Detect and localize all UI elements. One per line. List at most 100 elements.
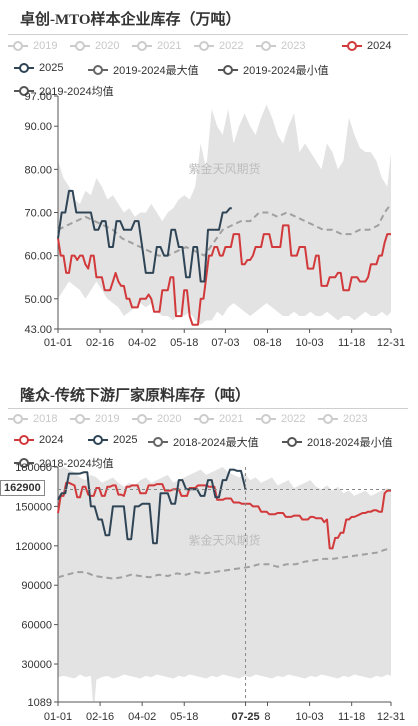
legend-swatch: [14, 86, 34, 96]
chart-mto-inventory: 紫金天风期货 97.00 90.00 80.00 70.00 60.00 50.00 43.0…: [24, 91, 405, 349]
legend-swatch: [282, 437, 302, 447]
y-tick-label: 30000: [21, 659, 52, 671]
legend-label: 2020: [157, 413, 182, 425]
x-tick-label: 10-03: [296, 337, 324, 349]
chart-downstream-inventory: 紫金天风期货 180000 150000 120000 90000 60000 30000 1…: [15, 462, 405, 723]
legend-swatch: [342, 41, 362, 51]
legend-swatch: [132, 41, 152, 51]
legend-item-2020[interactable]: 2020: [70, 40, 119, 52]
legend-swatch: [256, 41, 276, 51]
x-tick-label: 04-02: [128, 711, 156, 723]
legend-item-2022[interactable]: 2022: [256, 413, 305, 425]
legend-label: 2025: [113, 434, 138, 446]
legend-swatch: [132, 414, 152, 424]
legend-swatch: [256, 414, 276, 424]
chart-title: 隆众-传统下游厂家原料库存（吨）: [20, 388, 250, 404]
series-line-2024: [57, 224, 391, 326]
legend-item-2023[interactable]: 2023: [318, 413, 367, 425]
legend-swatch: [14, 458, 34, 468]
legend-item-2024[interactable]: 2024: [342, 40, 391, 52]
y-tick-label: 80.00: [24, 164, 52, 176]
legend-item-2018-2024[interactable]: 2018-2024最大值: [148, 434, 259, 450]
y-tick-label: 97.00: [24, 91, 52, 103]
crosshair-x-label: 07-25: [231, 711, 259, 723]
legend-label: 2018: [33, 413, 58, 425]
legend-label: 2019: [95, 413, 120, 425]
x-tick-label: 04-02: [128, 337, 156, 349]
legend-swatch: [14, 435, 34, 445]
crosshair-y-label: 162900: [0, 480, 45, 497]
legend-swatch: [88, 435, 108, 445]
legend-swatch: [194, 414, 214, 424]
x-tick-label: 01-01: [44, 337, 72, 349]
legend-item-2024[interactable]: 2024: [14, 434, 63, 446]
legend-swatch: [218, 65, 238, 75]
legend-item-2021[interactable]: 2021: [194, 413, 243, 425]
legend-item-2023[interactable]: 2023: [256, 40, 305, 52]
legend-item-2022[interactable]: 2022: [194, 40, 243, 52]
legend-swatch: [14, 63, 34, 73]
x-tick-label: 01-01: [44, 711, 72, 723]
legend-swatch: [8, 41, 28, 51]
chart-title: 卓创-MTO样本企业库存（万吨）: [20, 12, 241, 28]
watermark: 紫金天风期货: [188, 161, 260, 176]
y-tick-label: 60000: [21, 620, 52, 632]
legend-label: 2022: [219, 40, 244, 52]
legend-item-2019-2024[interactable]: 2019-2024最大值: [88, 62, 199, 78]
x-tick-label: 05-18: [170, 711, 198, 723]
legend-item-2018[interactable]: 2018: [8, 413, 57, 425]
legend-label: 2022: [281, 413, 306, 425]
legend-label: 2025: [39, 62, 64, 74]
x-tick-label: 12-31: [377, 711, 405, 723]
legend-item-2025[interactable]: 2025: [88, 434, 137, 446]
legend-label: 2021: [219, 413, 244, 425]
legend-swatch: [8, 414, 28, 424]
series-line-2024: [57, 481, 391, 550]
x-tick-label: 8: [264, 711, 270, 723]
legend-item-2021[interactable]: 2021: [132, 40, 181, 52]
series-line-2018-2024: [57, 547, 392, 580]
y-tick-label: 43.00: [24, 324, 52, 336]
legend-label: 2024: [39, 434, 64, 446]
y-tick-label: 150000: [15, 501, 52, 513]
legend-swatch: [318, 414, 338, 424]
y-tick-label: 70.00: [24, 208, 52, 220]
title-divider: [8, 34, 408, 35]
legend-label: 2023: [281, 40, 306, 52]
range-band: [58, 104, 391, 325]
x-tick-label: 11-18: [338, 337, 365, 349]
x-tick-label: 07-03: [211, 337, 239, 349]
x-tick-label: 10-03: [296, 711, 324, 723]
legend-label: 2019-2024最小值: [243, 65, 329, 77]
y-tick-label: 60.00: [24, 251, 52, 263]
series-line-2025: [57, 189, 232, 283]
panel-downstream-inventory: 隆众-传统下游厂家原料库存（吨） 2018 2019 2020 2021 2022 202…: [0, 370, 418, 726]
y-tick-label: 90.00: [24, 121, 52, 133]
legend-label: 2023: [343, 413, 368, 425]
legend-label: 2019-2024最大值: [113, 65, 199, 77]
title-divider: [8, 408, 408, 409]
legend-item-2019-2024[interactable]: 2019-2024最小值: [218, 62, 329, 78]
x-tick-label: 11-18: [338, 711, 365, 723]
y-tick-label: 50.00: [24, 294, 52, 306]
panel-mto-inventory: 卓创-MTO样本企业库存（万吨） 2019 2020 2021 2022 2023 202…: [8, 12, 408, 349]
legend-label: 2019-2024均值: [39, 86, 114, 98]
legend-label: 2018-2024最大值: [173, 437, 259, 449]
watermark: 紫金天风期货: [188, 533, 260, 548]
legend-item-2025[interactable]: 2025: [14, 62, 63, 74]
legend-item-2019-2024[interactable]: 2019-2024均值: [14, 83, 114, 99]
legend-label: 2018-2024最小值: [307, 437, 393, 449]
legend-item-2019[interactable]: 2019: [70, 413, 119, 425]
legend-swatch: [148, 437, 168, 447]
x-tick-label: 08-18: [253, 337, 281, 349]
legend-item-2018-2024[interactable]: 2018-2024最小值: [282, 434, 393, 450]
y-tick-label: 120000: [15, 541, 52, 553]
legend-swatch: [88, 65, 108, 75]
x-tick-label: 05-18: [170, 337, 198, 349]
legend-label: 2019: [33, 40, 58, 52]
legend-item-2019[interactable]: 2019: [8, 40, 57, 52]
y-tick-label: 1089: [28, 697, 52, 709]
legend-label: 2020: [95, 40, 120, 52]
legend-item-2020[interactable]: 2020: [132, 413, 181, 425]
range-band: [58, 467, 391, 702]
